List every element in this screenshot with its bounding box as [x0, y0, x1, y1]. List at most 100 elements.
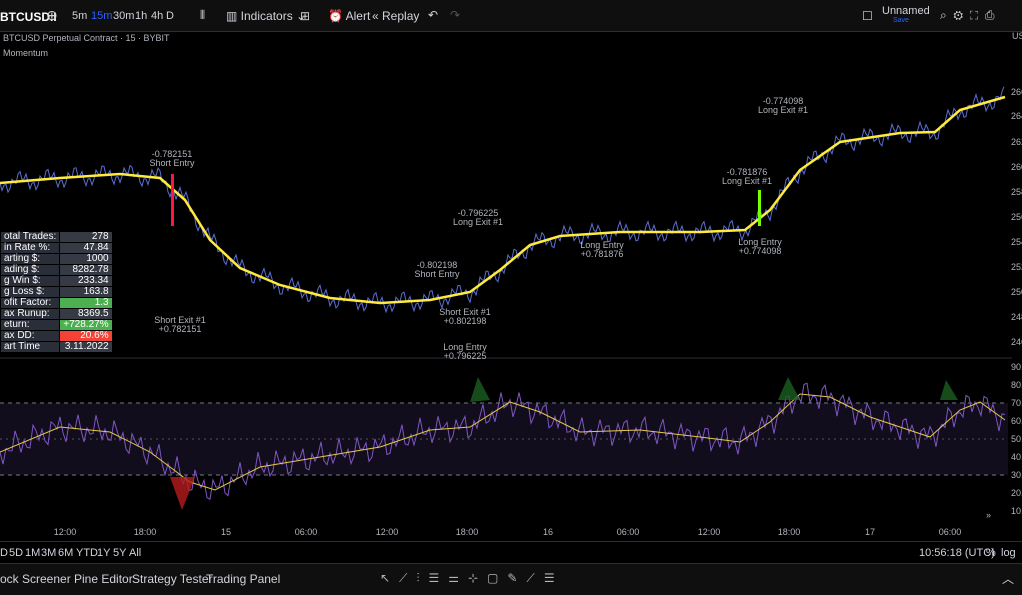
trade-label: -0.802198: [417, 260, 458, 270]
chart-type[interactable]: ⫴: [200, 8, 206, 22]
long-bar: [758, 190, 761, 226]
range-button[interactable]: 5D: [9, 547, 24, 559]
price-label: 258: [1011, 187, 1022, 197]
time-label: 12:00: [698, 527, 721, 537]
add-symbol[interactable]: ⊕: [46, 7, 58, 23]
layout-checkbox[interactable]: ☐: [862, 9, 873, 23]
trade-label: +0.781876: [581, 249, 624, 259]
range-button[interactable]: YTD: [76, 547, 98, 559]
stats-value: 8369.5: [59, 308, 113, 320]
trade-label: Long Exit #1: [758, 105, 808, 115]
stats-value: 20.6%: [59, 330, 113, 342]
interval[interactable]: D: [166, 10, 174, 22]
chart-area: BTCUSD Perpetual Contract · 15 · BYBIT M…: [0, 32, 1022, 541]
range-button[interactable]: D: [0, 547, 8, 559]
stats-row: ax DD: 20.6%: [0, 330, 113, 342]
stats-row: otal Trades: 278: [0, 231, 113, 243]
trade-label: +0.796225: [444, 351, 487, 361]
alert-button[interactable]: ⏰ Alert: [328, 9, 371, 23]
stats-value: 1.3: [59, 297, 113, 309]
osc-label: 80.0: [1011, 380, 1022, 390]
trade-label: Short Exit #1: [439, 307, 491, 317]
stats-label: eturn:: [0, 319, 61, 331]
stats-value: 278: [59, 231, 113, 243]
range-button[interactable]: 5Y: [113, 547, 127, 559]
currency: USD: [1012, 32, 1022, 41]
stats-row: g Loss $: 163.8: [0, 286, 113, 298]
trade-label: -0.781876: [727, 167, 768, 177]
stats-row: eturn: +728.27%: [0, 319, 113, 331]
undo[interactable]: ↶: [428, 8, 439, 22]
price-label: 260: [1011, 162, 1022, 172]
interval[interactable]: 4h: [151, 10, 164, 22]
stats-label: in Rate %:: [0, 242, 61, 254]
trade-label: Long Entry: [580, 240, 624, 250]
price-label: 254: [1011, 237, 1022, 247]
moving-average: [0, 95, 1006, 305]
drawing-tools[interactable]: ↖⟋⫶☰⚌⊹▢✎⟋☰: [380, 571, 564, 585]
trade-label: -0.782151: [152, 149, 193, 159]
bottom-tab[interactable]: ock Screener: [0, 572, 71, 586]
scroll-button[interactable]: »: [986, 510, 991, 520]
templates[interactable]: ⊞: [300, 9, 311, 23]
indicators-button[interactable]: ▥ Indicators ⌄: [226, 9, 307, 23]
osc-label: 90.0: [1011, 362, 1022, 372]
time-label: 15: [221, 527, 231, 537]
trade-label: Long Exit #1: [722, 176, 772, 186]
replay-label: Replay: [382, 9, 420, 23]
stats-label: otal Trades:: [0, 231, 61, 243]
interval[interactable]: 15m: [91, 10, 113, 22]
stats-row: ofit Factor: 1.3: [0, 297, 113, 309]
bottom-tab[interactable]: Pine Editor: [74, 572, 133, 586]
trade-label: Long Exit #1: [453, 217, 503, 227]
toolbar-icons[interactable]: ⌕ ⚙ ⛶ ⎙: [940, 8, 995, 22]
time-label: 18:00: [134, 527, 157, 537]
range-button[interactable]: 1M: [25, 547, 41, 559]
percent-toggle[interactable]: %: [986, 547, 996, 559]
replay-button[interactable]: « Replay: [372, 9, 420, 23]
stats-label: art Time: [0, 341, 61, 353]
toolbar: BTCUSD.I ⊕ ⫴ ▥ Indicators ⌄ ⊞ ⏰ Alert « …: [0, 0, 1022, 32]
stats-row: arting $: 1000: [0, 253, 113, 265]
price-label: 264: [1011, 111, 1022, 121]
redo[interactable]: ↷: [450, 8, 461, 22]
stats-label: g Win $:: [0, 275, 61, 287]
trade-label: +0.802198: [444, 316, 487, 326]
range-button[interactable]: All: [129, 547, 142, 559]
indicators-label: Indicators: [240, 9, 293, 23]
range-button[interactable]: 3M: [41, 547, 57, 559]
bottom-tab[interactable]: Trading Panel: [206, 572, 281, 586]
time-label: 12:00: [54, 527, 77, 537]
osc-label: 40.0: [1011, 452, 1022, 462]
stats-label: ax DD:: [0, 330, 61, 342]
osc-low-fill: [170, 477, 195, 510]
osc-label: 10.0: [1011, 506, 1022, 516]
time-label: 18:00: [456, 527, 479, 537]
stats-label: ofit Factor:: [0, 297, 61, 309]
interval[interactable]: 1h: [135, 10, 148, 22]
interval[interactable]: 5m: [72, 10, 88, 22]
stats-value: 163.8: [59, 286, 113, 298]
range-button[interactable]: 6M: [58, 547, 74, 559]
time-label: 12:00: [376, 527, 399, 537]
range-button[interactable]: 1Y: [97, 547, 111, 559]
stats-label: ax Runup:: [0, 308, 61, 320]
signal-line: [0, 393, 1006, 491]
clock: 10:56:18 (UTC): [919, 547, 995, 559]
log-toggle[interactable]: log: [1001, 547, 1016, 559]
osc-label: 20.0: [1011, 488, 1022, 498]
time-label: 06:00: [939, 527, 962, 537]
price-label: 252: [1011, 262, 1022, 272]
osc-label: 30.0: [1011, 470, 1022, 480]
symbol[interactable]: BTCUSD.I: [0, 10, 57, 24]
price-label: 250: [1011, 287, 1022, 297]
interval[interactable]: 30m: [113, 10, 135, 22]
short-bar: [171, 174, 174, 226]
collapse[interactable]: ︿: [1002, 572, 1015, 586]
price-label: 262: [1011, 137, 1022, 147]
bottom-tab[interactable]: Strategy Tester: [132, 572, 213, 586]
stats-value: +728.27%: [59, 319, 113, 331]
layout-name[interactable]: Unnamed: [882, 5, 930, 17]
stats-row: g Win $: 233.34: [0, 275, 113, 287]
